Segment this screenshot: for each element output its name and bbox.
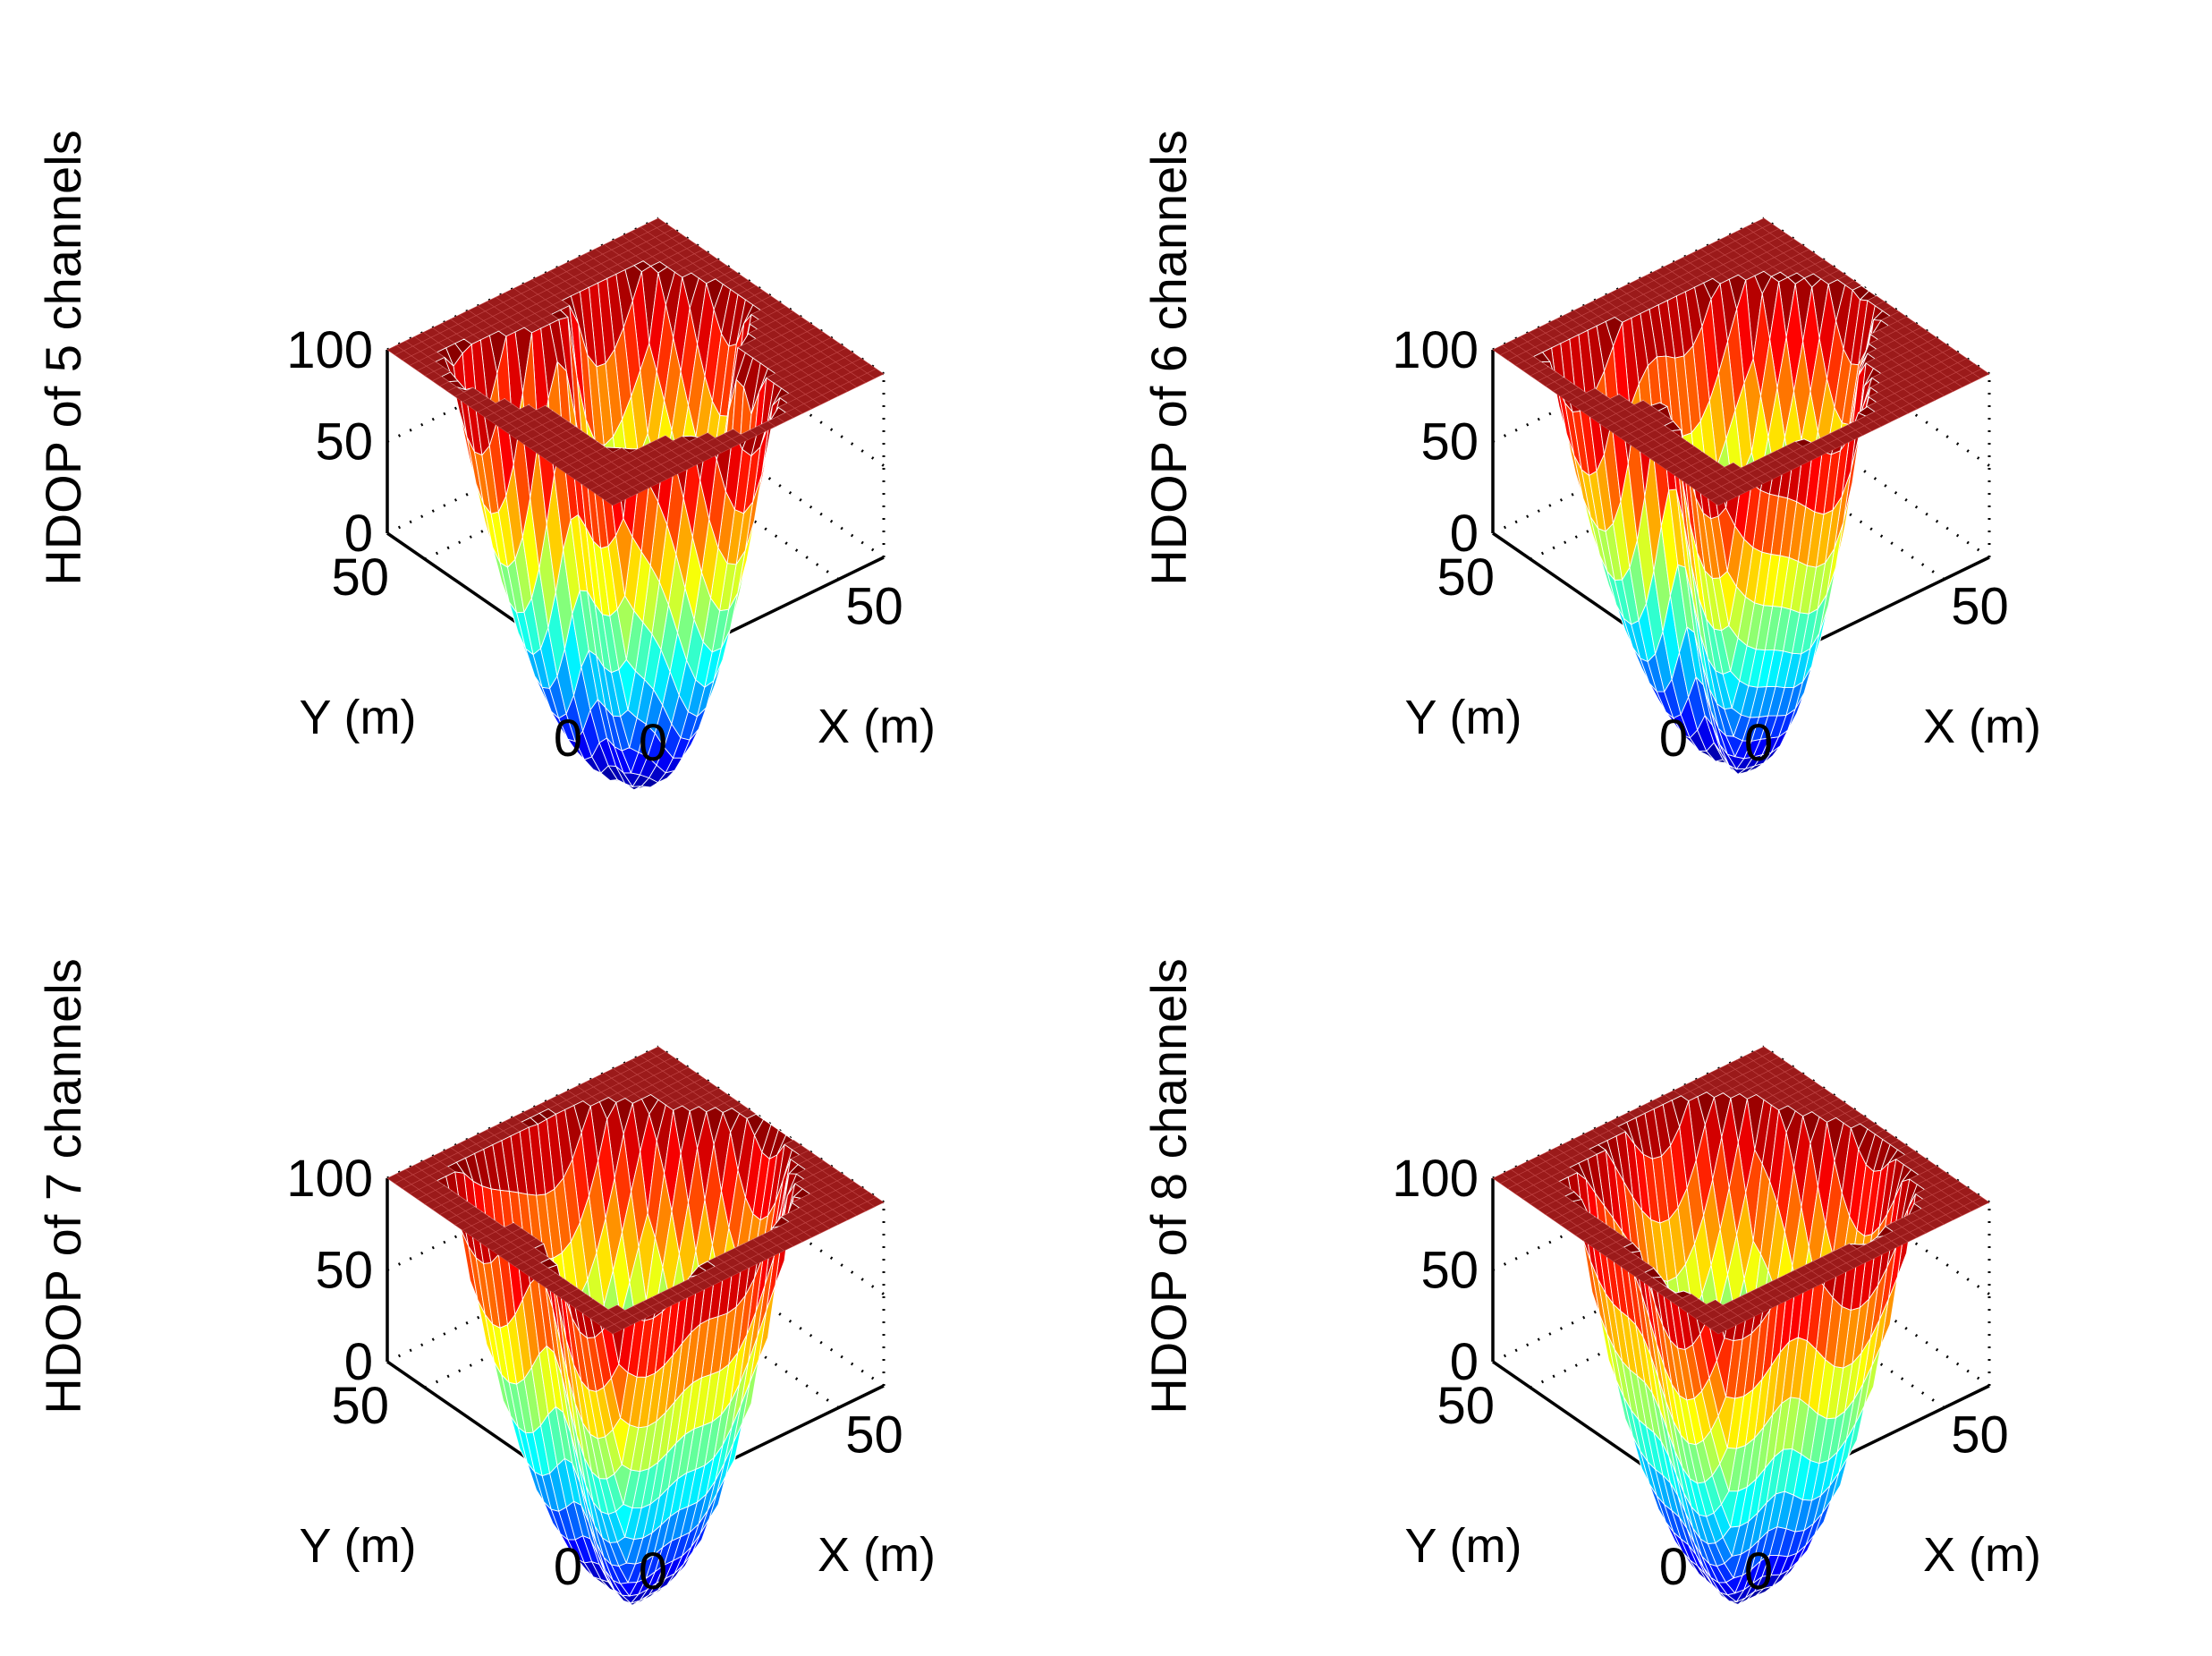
subplot-8-channels: 0 50 100 50 0 0 50 X (m) Y (m) HDOP of 8 channels: [1106, 828, 2211, 1656]
surface: [1492, 217, 1990, 775]
z-tick-label: 100: [1392, 321, 1479, 379]
surface-patch: [605, 1323, 623, 1335]
y-axis-title: Y (m): [300, 691, 417, 744]
subplot-5-channels: 0 50 100 50 0 0 50 X (m) Y (m) HDOP of 5 channels: [0, 0, 1106, 828]
z-tick-label: 100: [1392, 1150, 1479, 1208]
subplot-6-channels: 0 50 100 50 0 0 50 X (m) Y (m) HDOP of 6 channels: [1106, 0, 2211, 828]
z-axis-title: HDOP of 6 channels: [1140, 130, 1197, 585]
surface: [386, 1046, 885, 1606]
subplot-7-channels: 0 50 100 50 0 0 50 X (m) Y (m) HDOP of 7 channels: [0, 828, 1106, 1656]
y-tick-label: 0: [1659, 1538, 1688, 1596]
y-tick-label: 0: [554, 1538, 582, 1596]
z-tick-label: 50: [1420, 1242, 1479, 1300]
z-axis-title: HDOP of 8 channels: [1140, 958, 1197, 1414]
x-tick-label: 50: [1951, 1406, 2009, 1465]
y-axis-title: Y (m): [1405, 1519, 1522, 1573]
x-tick-label: 0: [1744, 1542, 1773, 1601]
surface: [1492, 1046, 1990, 1605]
x-axis-title: X (m): [818, 1528, 936, 1582]
x-tick-label: 50: [845, 1406, 903, 1465]
y-tick-label: 50: [1437, 548, 1495, 607]
z-tick-label: 0: [344, 1333, 373, 1391]
x-axis-title: X (m): [818, 700, 936, 753]
y-tick-label: 50: [331, 1377, 389, 1435]
x-tick-label: 0: [639, 714, 667, 772]
z-tick-label: 50: [315, 413, 373, 471]
z-tick-label: 50: [315, 1242, 373, 1300]
z-tick-label: 50: [1420, 413, 1479, 471]
surface-patch: [1710, 1323, 1728, 1335]
y-tick-label: 0: [1659, 709, 1688, 768]
x-tick-label: 0: [1744, 714, 1773, 772]
z-axis-title: HDOP of 7 channels: [35, 958, 91, 1414]
z-tick-label: 0: [344, 505, 373, 563]
x-axis-title: X (m): [1923, 1528, 2041, 1582]
x-tick-label: 50: [1951, 578, 2009, 636]
y-tick-label: 0: [554, 709, 582, 768]
y-tick-label: 50: [1437, 1377, 1495, 1435]
z-tick-label: 100: [286, 321, 373, 379]
y-tick-label: 50: [331, 548, 389, 607]
x-axis-title: X (m): [1923, 700, 2041, 753]
x-tick-label: 0: [639, 1542, 667, 1601]
y-axis-title: Y (m): [300, 1519, 417, 1573]
z-tick-label: 0: [1450, 505, 1479, 563]
surface-patch: [1710, 495, 1728, 506]
surface-patch: [605, 495, 623, 506]
y-axis-title: Y (m): [1405, 691, 1522, 744]
z-axis-title: HDOP of 5 channels: [35, 130, 91, 585]
x-tick-label: 50: [845, 578, 903, 636]
surface: [386, 217, 885, 791]
z-tick-label: 0: [1450, 1333, 1479, 1391]
z-tick-label: 100: [286, 1150, 373, 1208]
